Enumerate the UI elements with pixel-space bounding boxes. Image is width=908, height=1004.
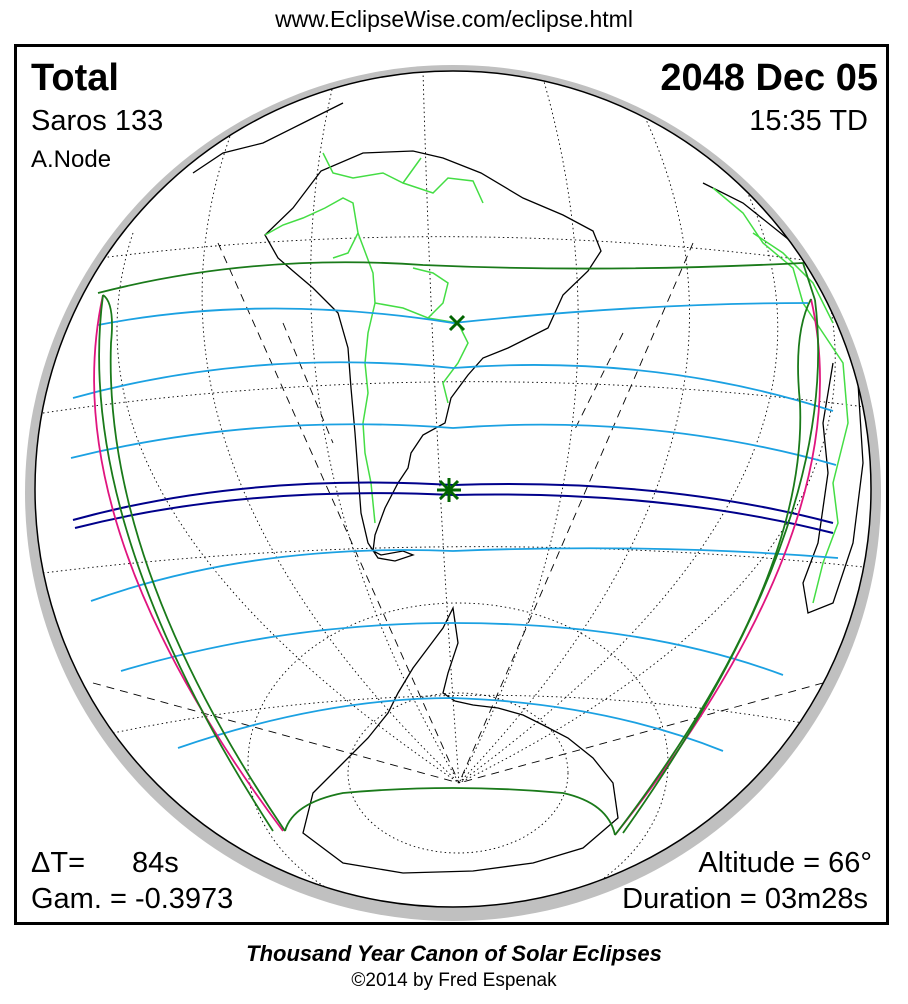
eclipse-date: 2048 Dec 05 bbox=[660, 57, 878, 99]
delta-t-value: 84s bbox=[132, 847, 179, 879]
penumbral-limits bbox=[97, 261, 820, 836]
footer-copyright: ©2014 by Fred Espenak bbox=[351, 970, 557, 991]
node-label: A.Node bbox=[31, 146, 112, 173]
saros-label: Saros 133 bbox=[31, 105, 164, 137]
duration-label: Duration = 03m28s bbox=[622, 883, 868, 915]
country-borders bbox=[264, 152, 849, 604]
south-america-coastline bbox=[264, 150, 602, 562]
eclipse-map-frame: Total 2048 Dec 05 Saros 133 15:35 TD A.N… bbox=[14, 44, 889, 925]
antarctica-coastline bbox=[302, 605, 619, 874]
central-america-coastline bbox=[192, 102, 344, 174]
source-url: www.EclipseWise.com/eclipse.html bbox=[275, 6, 633, 32]
globe-outline bbox=[34, 70, 872, 908]
gamma-label: Gam. = -0.3973 bbox=[31, 883, 234, 915]
altitude-label: Altitude = 66° bbox=[698, 847, 872, 879]
globe-map bbox=[23, 65, 883, 922]
partial-eclipse-lines bbox=[70, 302, 839, 752]
eclipse-time: 15:35 TD bbox=[749, 105, 868, 137]
subsolar-point-icon bbox=[448, 314, 466, 332]
delta-t-label: ΔT= bbox=[31, 847, 86, 879]
greatest-eclipse-icon bbox=[437, 478, 461, 502]
graticule-diagonals bbox=[92, 242, 824, 784]
footer-title: Thousand Year Canon of Solar Eclipses bbox=[246, 941, 662, 966]
eclipse-type: Total bbox=[31, 57, 119, 99]
